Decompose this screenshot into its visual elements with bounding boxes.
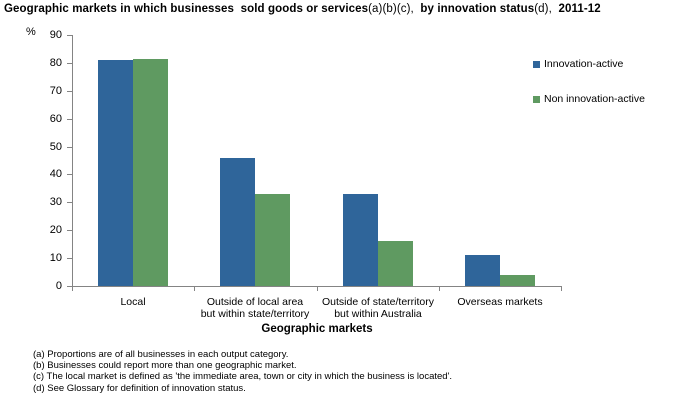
- bar-innovation-active-1: [98, 60, 133, 286]
- y-tick: [67, 202, 72, 203]
- bar-non-innovation-active-4: [500, 275, 535, 286]
- legend-swatch: [533, 95, 540, 103]
- y-tick-label: 50: [49, 141, 62, 153]
- chart-title-segment: (a)(b)(c),: [368, 3, 414, 15]
- legend-item-1: Innovation-active: [533, 58, 623, 70]
- legend-label: Non innovation-active: [544, 93, 645, 105]
- footnote-line: (c) The local market is defined as 'the …: [33, 371, 453, 383]
- y-tick: [67, 286, 72, 287]
- footnote-line: (d) See Glossary for definition of innov…: [33, 382, 246, 394]
- y-tick: [67, 63, 72, 64]
- y-tick: [67, 35, 72, 36]
- chart-title-segment: (d),: [534, 3, 552, 15]
- y-tick-label: 40: [49, 168, 62, 180]
- y-tick-label: 90: [49, 29, 62, 41]
- bar-non-innovation-active-2: [255, 194, 290, 286]
- x-category-label: Outside of state/territory but within Au…: [321, 296, 435, 320]
- y-tick-label: 70: [49, 85, 62, 97]
- legend-item-2: Non innovation-active: [533, 93, 645, 105]
- y-tick: [67, 230, 72, 231]
- bar-non-innovation-active-1: [133, 59, 168, 286]
- y-tick: [67, 174, 72, 175]
- y-tick: [67, 119, 72, 120]
- y-tick: [67, 91, 72, 92]
- x-axis-title: Geographic markets: [261, 323, 373, 335]
- y-tick-label: 60: [49, 113, 62, 125]
- x-tick: [72, 286, 73, 291]
- legend-swatch: [533, 60, 540, 68]
- x-tick: [194, 286, 195, 291]
- chart-title: Geographic markets in which businesses s…: [4, 3, 601, 15]
- x-tick: [561, 286, 562, 291]
- chart-title-segment: by innovation status: [413, 3, 535, 15]
- legend-label: Innovation-active: [544, 58, 624, 70]
- y-axis-line: [72, 35, 73, 286]
- bar-innovation-active-2: [220, 158, 255, 286]
- y-tick-label: 80: [49, 57, 62, 69]
- y-tick-label: 20: [49, 224, 62, 236]
- x-category-label: Outside of local area but within state/t…: [200, 296, 310, 320]
- x-tick: [317, 286, 318, 291]
- x-category-label: Local: [120, 296, 146, 308]
- y-tick: [67, 258, 72, 259]
- footnote-line: (b) Businesses could report more than on…: [33, 360, 297, 372]
- bar-innovation-active-3: [343, 194, 378, 286]
- bar-non-innovation-active-3: [378, 241, 413, 286]
- footnotes: (a) Proportions are of all businesses in…: [33, 349, 452, 394]
- chart-title-segment: Geographic markets in which businesses s…: [4, 3, 369, 15]
- y-tick: [67, 147, 72, 148]
- y-tick-label: 10: [49, 252, 62, 264]
- chart-title-segment: 2011-12: [551, 3, 601, 15]
- x-tick: [439, 286, 440, 291]
- footnote-line: (a) Proportions are of all businesses in…: [33, 349, 289, 360]
- bar-innovation-active-4: [465, 255, 500, 286]
- y-axis-unit-label: %: [26, 26, 36, 38]
- y-tick-label: 30: [49, 196, 62, 208]
- x-category-label: Overseas markets: [457, 296, 543, 308]
- y-tick-label: 0: [55, 280, 62, 292]
